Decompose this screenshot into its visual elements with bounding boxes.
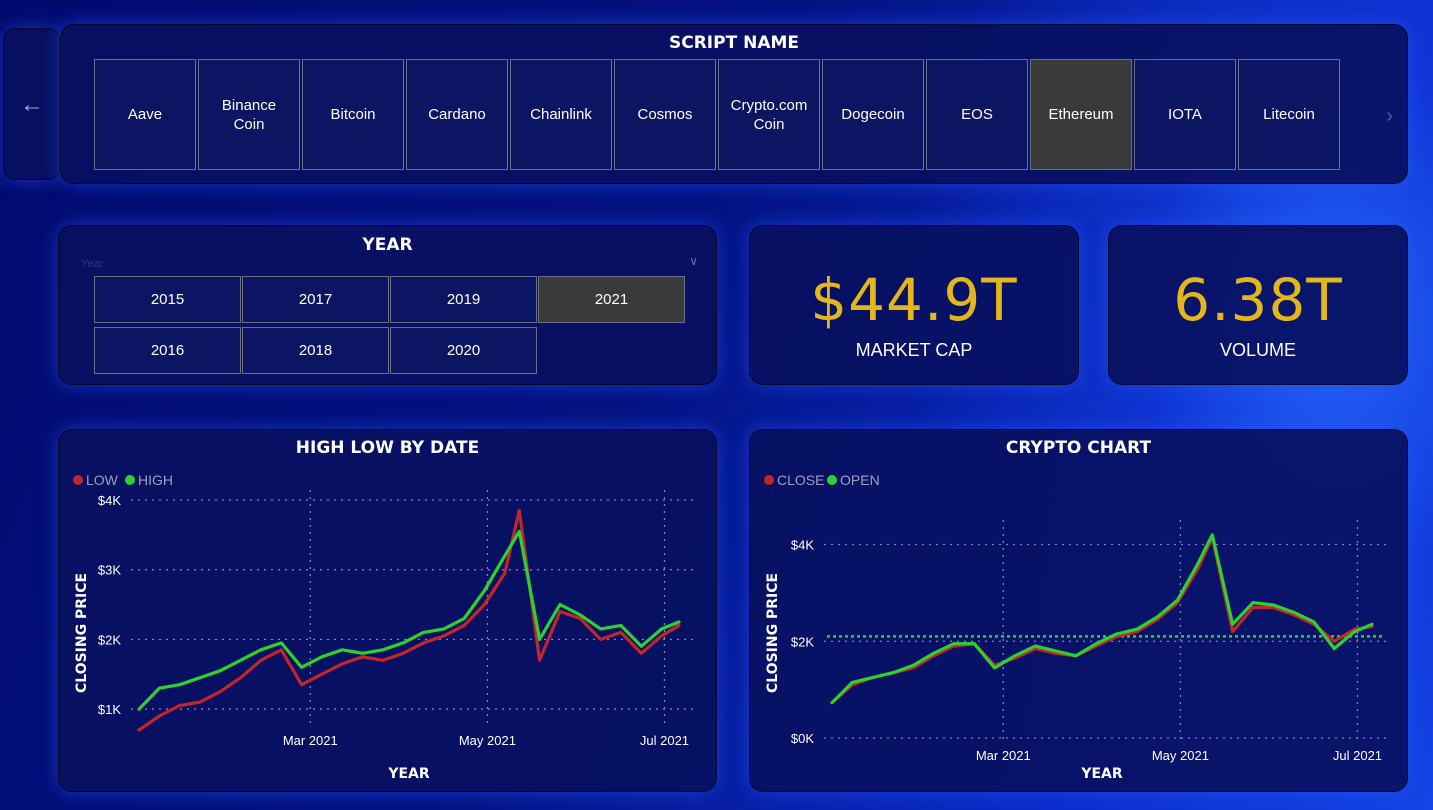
y-axis-title: CLOSING PRICE (74, 573, 90, 693)
year-tile[interactable]: 2019 (390, 276, 537, 323)
legend-open-dot (827, 475, 837, 485)
series-line-close (830, 535, 1374, 705)
year-tile[interactable]: 2018 (242, 327, 389, 374)
y-axis-title: CLOSING PRICE (765, 573, 781, 693)
y-tick-label: $2K (98, 632, 121, 647)
year-slicer: YEAR Year ∨ 2015 2017 2019 2021 2016 201… (58, 225, 717, 385)
volume-card: 6.38T VOLUME (1108, 225, 1408, 385)
x-axis-title: YEAR (387, 766, 430, 782)
coin-tile[interactable]: Chainlink (510, 59, 612, 170)
volume-value: 6.38T (1173, 266, 1343, 334)
crypto-chart-panel: CRYPTO CHART CLOSE OPEN $0K $2K $4K Mar 20… (749, 429, 1408, 792)
coin-tile[interactable]: Crypto.com Coin (718, 59, 820, 170)
crypto-chart-title: CRYPTO CHART (1005, 438, 1152, 458)
legend-low-dot (73, 475, 83, 485)
year-tile[interactable]: 2020 (390, 327, 537, 374)
series-line-open (830, 533, 1374, 705)
script-name-slicer: SCRIPT NAME Aave Binance Coin Bitcoin Ca… (60, 24, 1408, 184)
y-tick-label: $4K (791, 538, 814, 553)
coin-tile[interactable]: Binance Coin (198, 59, 300, 170)
coin-tile[interactable]: Bitcoin (302, 59, 404, 170)
coin-tile[interactable]: Cosmos (614, 59, 716, 170)
y-tick-label: $2K (791, 634, 814, 649)
coin-tile[interactable]: Cardano (406, 59, 508, 170)
coin-tile[interactable]: Litecoin (1238, 59, 1340, 170)
year-dropdown-placeholder[interactable]: Year (81, 258, 104, 270)
coin-tile[interactable]: Dogecoin (822, 59, 924, 170)
x-tick-label: Mar 2021 (976, 748, 1031, 763)
crypto-chart[interactable]: CLOSE OPEN $0K $2K $4K Mar 2021 May 2021 Jul… (750, 430, 1407, 791)
script-slicer-title: SCRIPT NAME (668, 33, 800, 53)
legend-close-dot (764, 475, 774, 485)
x-tick-label: May 2021 (1152, 748, 1209, 763)
x-tick-label: Jul 2021 (1333, 748, 1382, 763)
legend-high-label[interactable]: HIGH (138, 472, 173, 488)
y-tick-label: $1K (98, 702, 121, 717)
volume-label: VOLUME (1219, 340, 1297, 360)
high-low-chart-title: HIGH LOW BY DATE (295, 438, 480, 458)
x-axis-title: YEAR (1080, 766, 1123, 782)
coin-tile[interactable]: EOS (926, 59, 1028, 170)
y-tick-label: $3K (98, 563, 121, 578)
legend-open-label[interactable]: OPEN (840, 472, 880, 488)
series-line-low (137, 508, 681, 732)
year-tile-grid: 2015 2017 2019 2021 2016 2018 2020 (94, 276, 685, 374)
high-low-chart-panel: HIGH LOW BY DATE LOW HIGH $1K $2K $3K $4K M… (58, 429, 717, 792)
coin-tile-selected[interactable]: Ethereum (1030, 59, 1132, 170)
series-line-high (137, 529, 681, 711)
legend-high-dot (125, 475, 135, 485)
legend-low-label[interactable]: LOW (86, 472, 119, 488)
y-tick-label: $4K (98, 493, 121, 508)
y-tick-label: $0K (791, 731, 814, 746)
year-tile[interactable]: 2016 (94, 327, 241, 374)
x-tick-label: May 2021 (459, 733, 516, 748)
market-cap-label: MARKET CAP (855, 340, 973, 360)
year-tile[interactable]: 2015 (94, 276, 241, 323)
year-slicer-title: YEAR (362, 235, 413, 255)
chevron-right-icon[interactable]: › (1386, 105, 1393, 127)
x-tick-label: Jul 2021 (640, 733, 689, 748)
high-low-chart[interactable]: LOW HIGH $1K $2K $3K $4K Mar 2021 May 2021 Ju… (59, 430, 716, 791)
legend-close-label[interactable]: CLOSE (777, 472, 824, 488)
market-cap-value: $44.9T (810, 266, 1018, 334)
chevron-down-icon[interactable]: ∨ (689, 254, 698, 268)
x-tick-label: Mar 2021 (283, 733, 338, 748)
coin-tile-row: Aave Binance Coin Bitcoin Cardano Chainl… (94, 59, 1340, 170)
arrow-left-icon: ← (20, 91, 44, 118)
coin-tile[interactable]: Aave (94, 59, 196, 170)
market-cap-card: $44.9T MARKET CAP (749, 225, 1079, 385)
year-tile[interactable]: 2017 (242, 276, 389, 323)
coin-tile[interactable]: IOTA (1134, 59, 1236, 170)
back-button[interactable]: ← (3, 28, 60, 180)
year-tile-selected[interactable]: 2021 (538, 276, 685, 323)
